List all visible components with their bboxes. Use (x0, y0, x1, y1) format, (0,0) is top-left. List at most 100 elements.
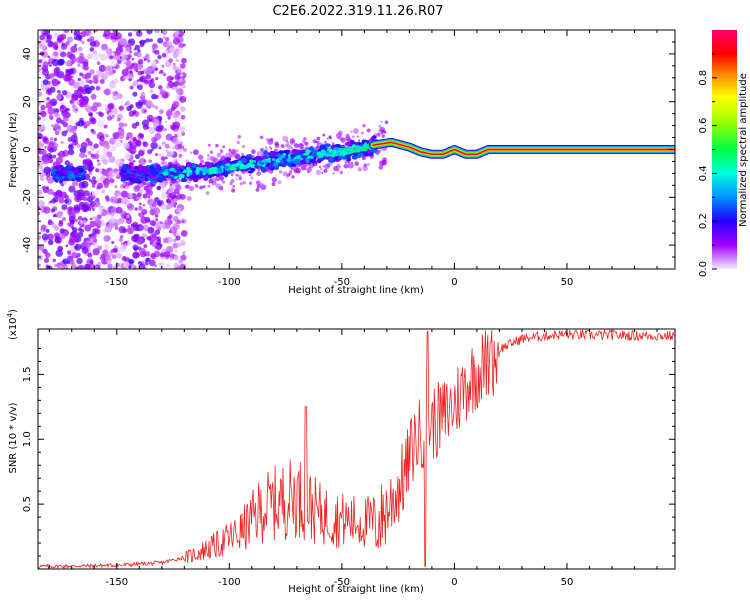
spectrogram-noise-blob (38, 91, 43, 97)
spectrogram-noise-blob (64, 199, 69, 204)
spectrogram-signal-blob (75, 176, 83, 182)
spectrogram-noise-blob (267, 139, 274, 145)
spectrogram-noise-blob (378, 129, 381, 132)
spectrogram-noise-blob (123, 75, 128, 80)
spectrogram-noise-blob (127, 32, 133, 37)
spectrogram-noise-blob (129, 104, 134, 109)
spectrogram-signal-blob (325, 151, 330, 155)
spectrogram-noise-blob (154, 30, 160, 34)
spectrogram-noise-blob (199, 159, 203, 163)
spectrogram-signal-blob (241, 157, 247, 164)
spectrogram-noise-blob (108, 189, 112, 193)
spectrogram-noise-blob (93, 238, 98, 243)
spectrogram-signal-blob (129, 168, 136, 172)
spectrogram-noise-blob (47, 188, 54, 195)
spectrogram-noise-blob (278, 170, 283, 174)
spectrogram-noise-blob (380, 129, 384, 133)
spectrogram-noise-blob (303, 137, 307, 141)
snr-x-tick-label: -150 (105, 577, 128, 588)
spectrogram-noise-blob (90, 153, 94, 157)
spectrogram-noise-blob (94, 51, 97, 54)
spectrogram-noise-blob (41, 149, 47, 156)
spectrogram-signal-blob (337, 151, 341, 156)
spectrogram-noise-blob (174, 249, 178, 253)
spectrogram-signal-blob (286, 157, 292, 163)
spectrogram-noise-blob (88, 38, 93, 43)
spectrogram-noise-blob (47, 107, 55, 115)
spectrogram-noise-blob (222, 145, 226, 149)
spectrogram-noise-blob (106, 151, 113, 157)
spectrogram-signal-line (372, 141, 675, 155)
spectrogram-signal-blob (224, 165, 230, 169)
spectrogram-noise-blob (70, 126, 77, 134)
spectrogram-noise-blob (117, 220, 122, 225)
spectrogram-y-ticks: -40 -20 0 20 40 (22, 41, 675, 258)
spectrogram-noise-blob (236, 140, 240, 145)
spectrogram-noise-blob (60, 43, 68, 50)
colorbar-gradient (712, 30, 737, 269)
snr-x-tick-label: 50 (561, 577, 574, 588)
spectrogram-noise-blob (68, 143, 74, 149)
spectrogram-noise-blob (147, 59, 151, 63)
spectrogram-noise-blob (69, 99, 74, 104)
spectrogram-noise-blob (108, 70, 114, 76)
spectrogram-noise-blob (265, 146, 268, 149)
spectrogram-noise-blob (126, 73, 134, 81)
spectrogram-signal-blob (122, 169, 128, 174)
spectrogram-noise-blob (164, 37, 170, 42)
spectrogram-noise-blob (131, 63, 135, 67)
spectrogram-signal-blob (282, 158, 286, 161)
spectrogram-noise-blob (242, 181, 247, 185)
spectrogram-signal-blob (126, 169, 132, 174)
spectrogram-noise-blob (125, 66, 130, 71)
spectrogram-noise-blob (114, 32, 122, 40)
spectrogram-noise-blob (158, 261, 167, 269)
spectrogram-noise-blob (215, 183, 221, 189)
spectrogram-noise-blob (52, 214, 56, 218)
spectrogram-noise-blob (57, 210, 63, 216)
spectrogram-noise-blob (55, 156, 63, 164)
spectrogram-noise-blob (54, 130, 60, 136)
spectrogram-signal-blob (356, 153, 362, 159)
spectrogram-noise-blob (179, 73, 184, 78)
spectrogram-noise-blob (161, 223, 166, 228)
spectrogram-noise-blob (65, 107, 70, 112)
spectrogram-signal-blob (249, 163, 255, 168)
spectrogram-noise-blob (121, 68, 129, 77)
spectrogram-noise-blob (122, 182, 126, 186)
spectrogram-noise-blob (51, 78, 60, 87)
spectrogram-noise-blob (42, 137, 49, 144)
spectrogram-noise-blob (358, 139, 361, 142)
spectrogram-noise-blob (142, 193, 148, 199)
spectrogram-noise-blob (172, 62, 176, 66)
spectrogram-noise-blob (172, 146, 176, 150)
spectrogram-noise-blob (181, 241, 186, 246)
spectrogram-noise-blob (142, 224, 149, 232)
spectrogram-noise-blob (255, 180, 262, 186)
spectrogram-noise-blob (239, 182, 243, 186)
spectrogram-noise-blob (324, 163, 330, 170)
spectrogram-noise-blob (60, 33, 67, 40)
spectrogram-noise-blob (157, 37, 164, 44)
spectrogram-noise-blob (139, 247, 147, 255)
spectrogram-noise-blob (125, 214, 131, 219)
spectrogram-noise-blob (71, 96, 76, 101)
spectrogram-noise-blob (71, 180, 79, 187)
spectrogram-noise-blob (53, 123, 60, 130)
spectrogram-noise-blob (58, 48, 63, 53)
spectrogram-noise-blob (132, 109, 137, 115)
spectrogram-noise-blob (87, 166, 93, 172)
spectrogram-noise-blob (103, 124, 108, 129)
spectrogram-noise-blob (67, 250, 71, 255)
spectrogram-noise-blob (77, 93, 83, 99)
spectrogram-noise-blob (176, 184, 182, 191)
spectrogram-signal-blob (136, 180, 143, 184)
spectrogram-noise-blob (175, 79, 179, 83)
spectrogram-noise-blob (64, 59, 72, 67)
spectrogram-noise-blob (363, 163, 368, 168)
spectrogram-noise-blob (101, 169, 109, 176)
spectrogram-noise-blob (123, 261, 130, 268)
spectrogram-noise-blob (87, 245, 91, 250)
spectrogram-noise-blob (115, 262, 120, 268)
spectrogram-signal-blob (121, 177, 127, 182)
